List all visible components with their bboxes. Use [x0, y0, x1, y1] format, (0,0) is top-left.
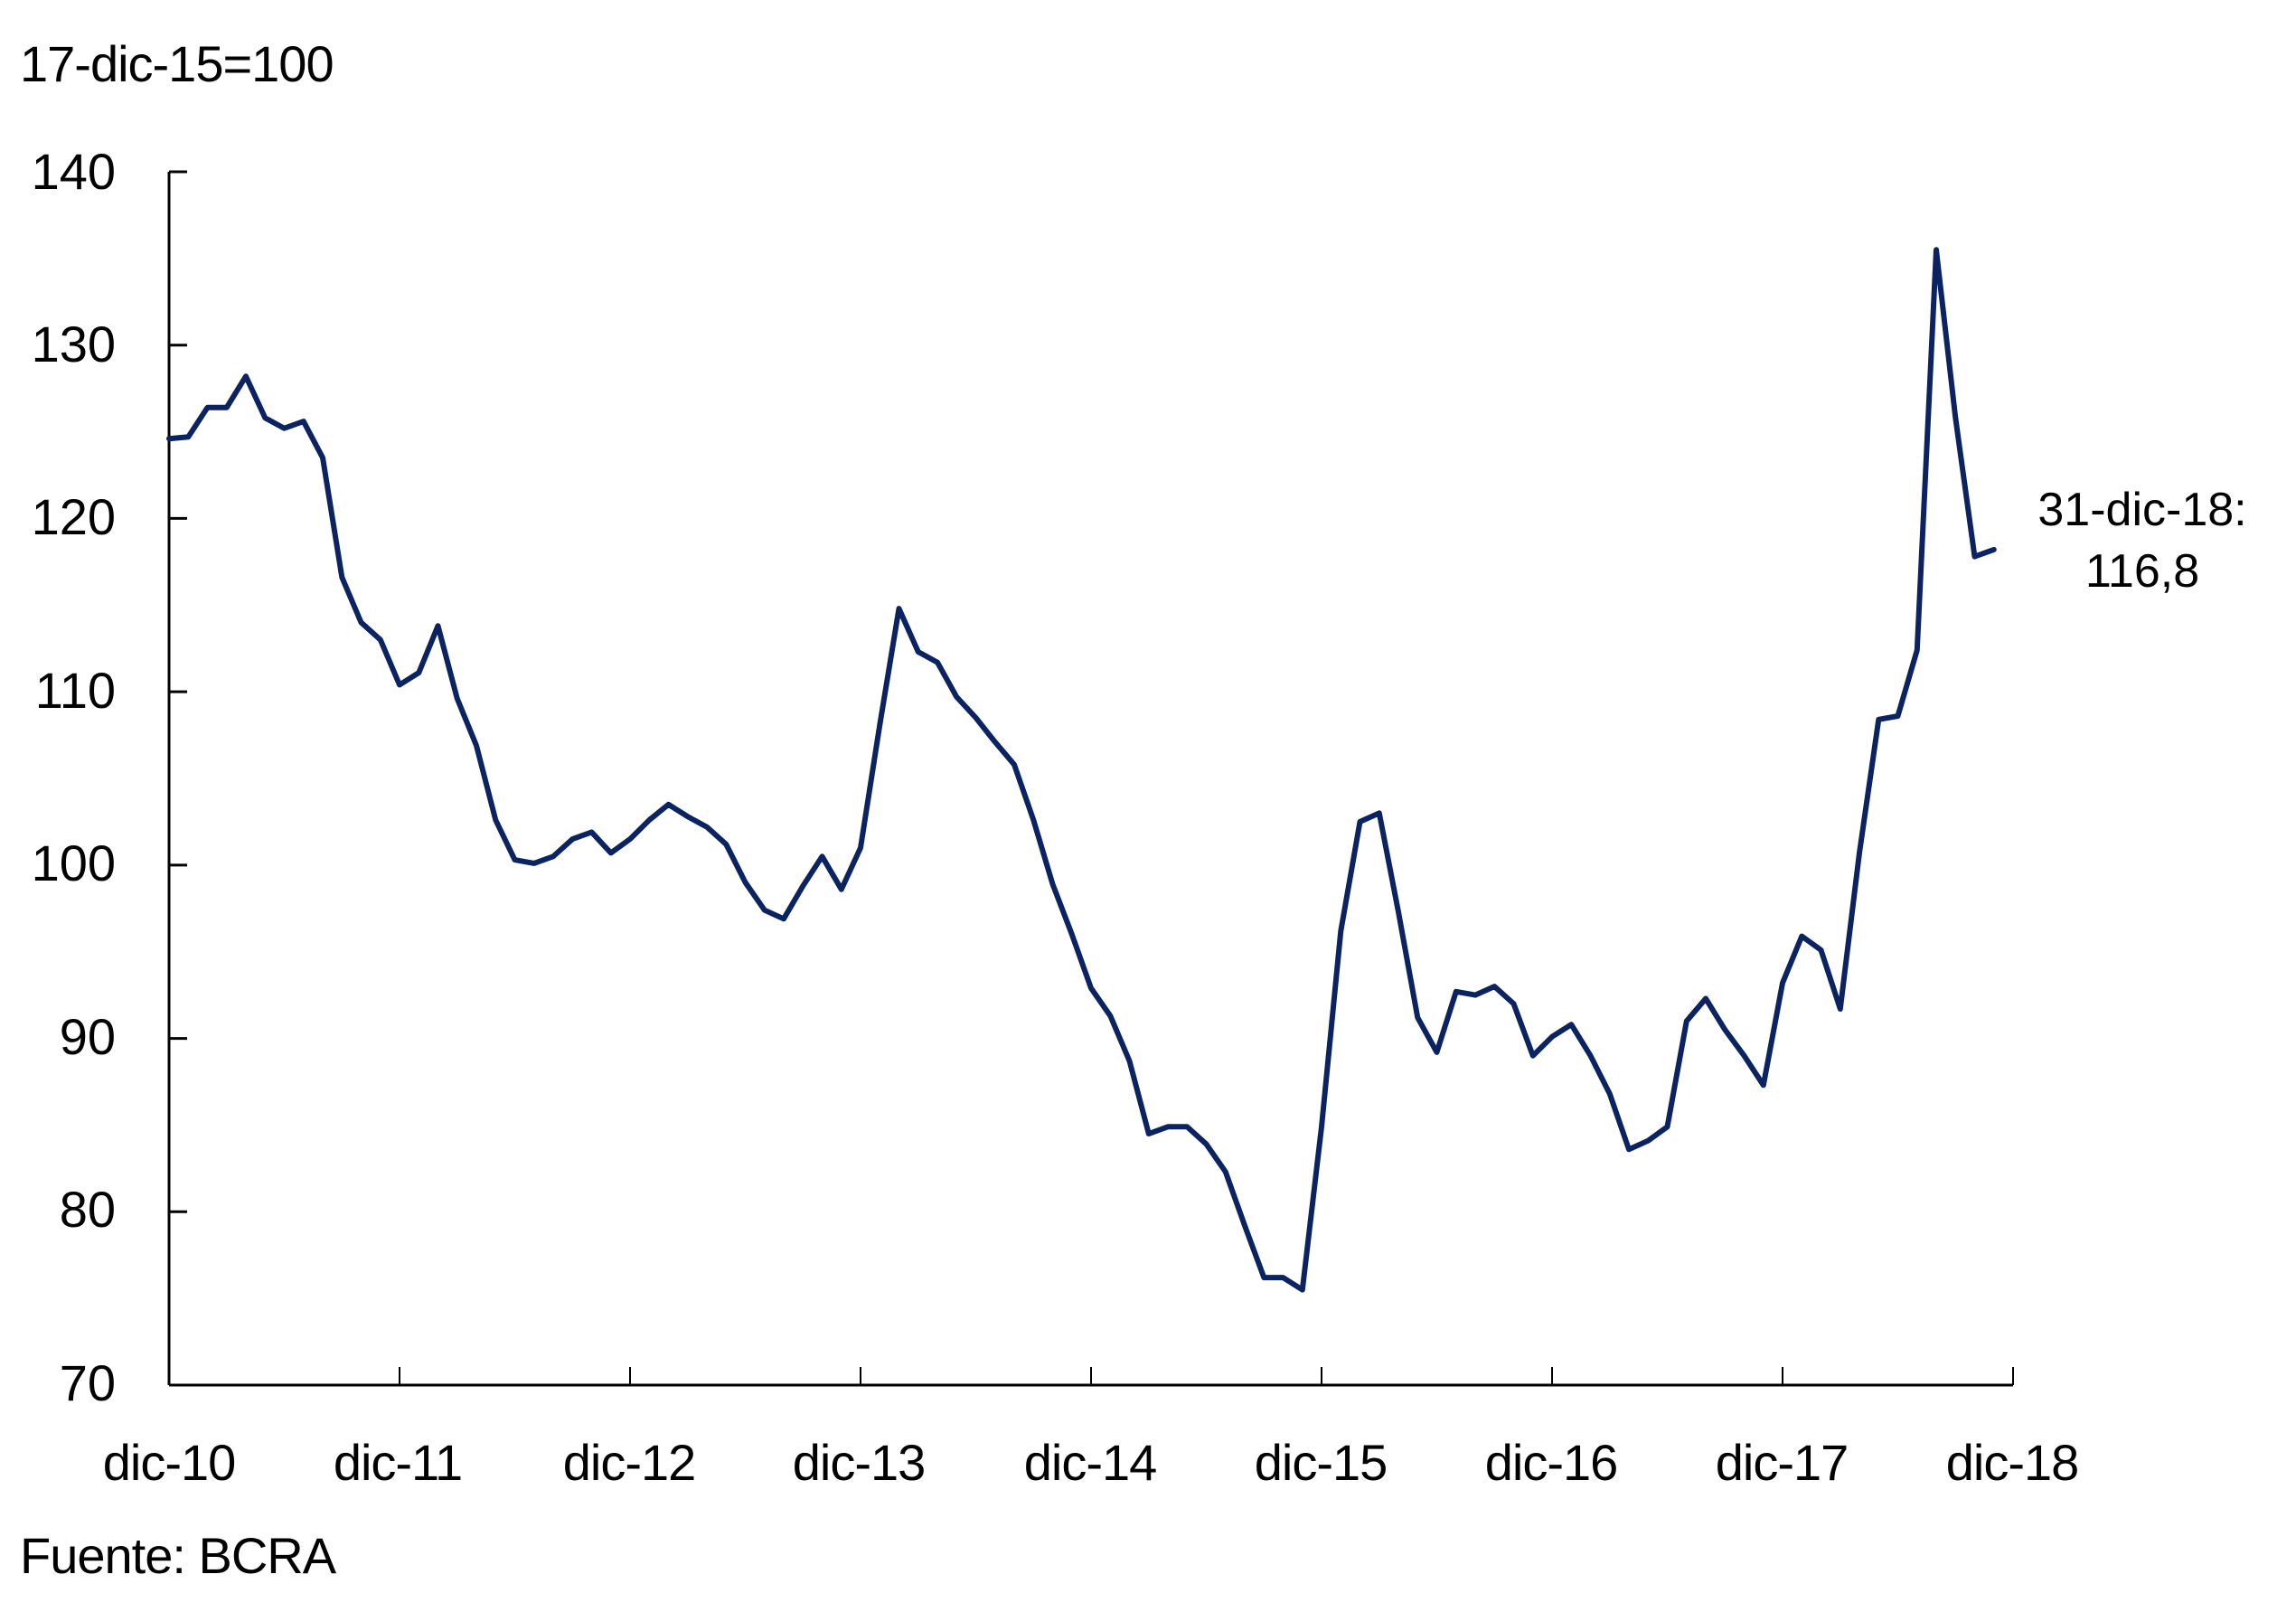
y-tick-label: 130 [31, 316, 116, 372]
x-tick-label: dic-12 [562, 1434, 697, 1491]
y-tick-label: 120 [31, 488, 116, 545]
y-tick-label: 100 [31, 834, 116, 891]
x-tick-label: dic-10 [102, 1434, 237, 1491]
y-tick-label: 140 [31, 143, 116, 200]
data-line [166, 247, 1997, 1293]
y-tick-label: 80 [59, 1181, 116, 1238]
axes [167, 172, 2013, 1387]
x-tick-label: dic-17 [1715, 1434, 1849, 1491]
annotation-date: 31-dic-18: [2037, 484, 2247, 536]
x-tick-label: dic-15 [1254, 1434, 1388, 1491]
x-tick-label: dic-11 [333, 1434, 463, 1491]
x-tick-label: dic-14 [1023, 1434, 1158, 1491]
y-axis-unit-label: 17-dic-15=100 [20, 35, 334, 92]
x-tick-label: dic-16 [1484, 1434, 1619, 1491]
annotation-value: 116,8 [2084, 545, 2200, 598]
x-tick-label: dic-18 [1945, 1434, 2080, 1491]
y-tick-label: 70 [59, 1354, 116, 1411]
y-tick-label: 90 [59, 1008, 116, 1065]
y-tick-label: 110 [34, 662, 116, 719]
source-note: Fuente: BCRA [20, 1527, 336, 1584]
last-value-annotation: 31-dic-18: 116,8 [2016, 479, 2269, 602]
x-tick-label: dic-13 [792, 1434, 927, 1491]
